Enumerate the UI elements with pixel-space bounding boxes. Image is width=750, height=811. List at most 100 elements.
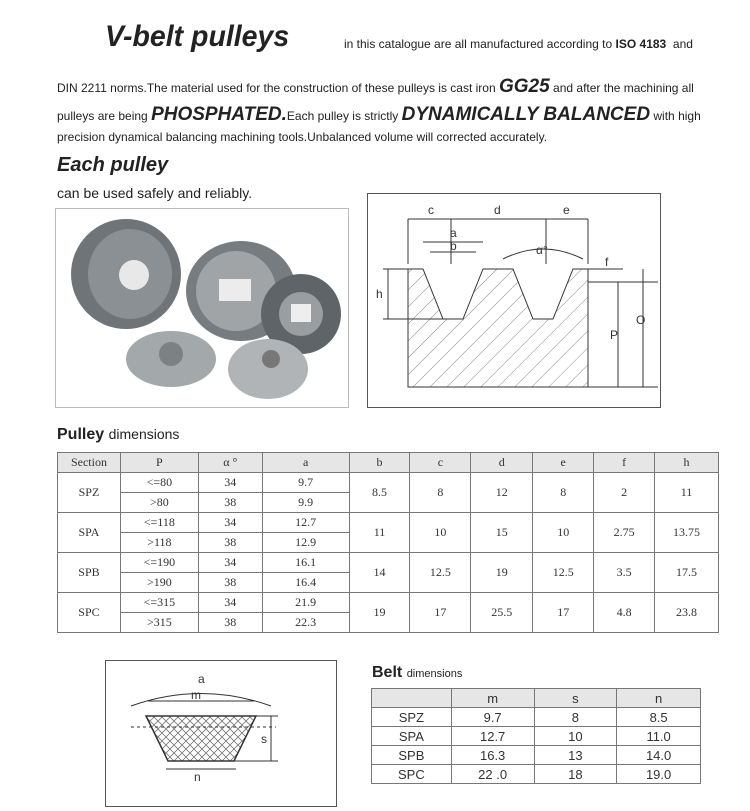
intro-text-segment: with high bbox=[653, 109, 701, 123]
table-cell: 8.5 bbox=[616, 707, 701, 727]
table-cell: 17 bbox=[409, 592, 472, 633]
belt-diagram: a m s n bbox=[105, 660, 337, 807]
intro-line2: DIN 2211 norms.The material used for the… bbox=[57, 76, 694, 98]
table-cell: 19.0 bbox=[616, 764, 701, 784]
intro-line1: in this catalogue are all manufactured a… bbox=[344, 37, 693, 51]
table-cell: <=190 bbox=[119, 552, 199, 573]
intro-text-segment: DIN 2211 norms.The material used for the… bbox=[57, 81, 496, 95]
table-cell: 4.8 bbox=[593, 592, 656, 633]
table-cell: <=315 bbox=[119, 592, 199, 613]
pulley-table-title-bold: Pulley bbox=[57, 426, 105, 443]
each-pulley-subtitle: can be used safely and reliably. bbox=[57, 185, 253, 201]
pulleys-image bbox=[71, 219, 341, 399]
label-f: f bbox=[605, 255, 609, 269]
belt-dimensions-table: m s n SPZ 9.7 8 8.5 SPA 12.7 10 11.0 SPB 16.3 13 14.0 S… bbox=[371, 688, 701, 784]
table-cell: 34 bbox=[197, 472, 263, 493]
label-b: b bbox=[450, 239, 457, 253]
table-cell: 19 bbox=[348, 592, 411, 633]
label-n: n bbox=[194, 770, 201, 784]
table-cell: >118 bbox=[119, 532, 199, 553]
table-cell: <=118 bbox=[119, 512, 199, 533]
table-cell: 38 bbox=[197, 572, 263, 593]
table-cell: >315 bbox=[119, 612, 199, 633]
label-m: m bbox=[191, 688, 201, 702]
table-cell: 8.5 bbox=[348, 472, 411, 513]
table-cell: 17 bbox=[532, 592, 595, 633]
table-cell: 3.5 bbox=[593, 552, 656, 593]
table-row: >315 38 22.3 bbox=[58, 612, 719, 633]
table-cell: 38 bbox=[197, 492, 263, 513]
table-cell: 15 bbox=[470, 512, 534, 553]
table-cell: 16.4 bbox=[261, 572, 350, 593]
table-cell: 8 bbox=[533, 707, 618, 727]
table-cell: 2 bbox=[593, 472, 656, 513]
table-cell bbox=[371, 688, 452, 708]
table-cell: 10 bbox=[533, 726, 618, 746]
table-cell: SPC bbox=[57, 592, 121, 633]
table-cell: 25.5 bbox=[470, 592, 534, 633]
table-cell: 22 .0 bbox=[450, 764, 535, 784]
table-cell: SPB bbox=[371, 745, 452, 765]
table-cell: 21.9 bbox=[261, 592, 350, 613]
table-cell: e bbox=[532, 452, 595, 473]
table-row: SPA <=118 34 12.7 11 10 15 10 2.75 13.75 bbox=[57, 512, 719, 553]
table-cell: s bbox=[533, 688, 618, 708]
label-P: P bbox=[610, 328, 618, 342]
table-row: SPZ 9.7 8 8.5 bbox=[371, 707, 701, 727]
table-cell: SPZ bbox=[57, 472, 121, 513]
table-row: SPC 22 .0 18 19.0 bbox=[371, 764, 701, 784]
table-cell: h bbox=[654, 452, 719, 473]
table-cell: 14 bbox=[348, 552, 411, 593]
pulley-photo bbox=[55, 208, 349, 408]
table-cell: 12.9 bbox=[261, 532, 350, 553]
belt-table-title-bold: Belt bbox=[372, 664, 403, 681]
table-row: SPB <=190 34 16.1 14 12.5 19 12.5 3.5 17.5 bbox=[57, 552, 719, 593]
table-cell: f bbox=[593, 452, 656, 473]
each-pulley-title: Each pulley bbox=[57, 154, 169, 176]
table-row: SPC <=315 34 21.9 19 17 25.5 17 4.8 23.8 bbox=[57, 592, 719, 633]
table-cell: 22.3 bbox=[261, 612, 350, 633]
pulley-table-title-rest: dimensions bbox=[108, 426, 180, 442]
table-cell: n bbox=[616, 688, 701, 708]
table-cell: 34 bbox=[197, 552, 263, 573]
table-cell: 2.75 bbox=[593, 512, 656, 553]
label-O: O bbox=[636, 313, 645, 327]
table-cell: b bbox=[348, 452, 411, 473]
label-d: d bbox=[494, 203, 501, 217]
table-cell: 8 bbox=[532, 472, 595, 513]
table-cell: 9.9 bbox=[261, 492, 350, 513]
table-cell: 9.7 bbox=[261, 472, 350, 493]
table-cell: 11 bbox=[654, 472, 719, 513]
table-cell: 34 bbox=[197, 592, 263, 613]
table-cell: m bbox=[450, 688, 535, 708]
table-cell: >80 bbox=[119, 492, 199, 513]
table-row: SPA 12.7 10 11.0 bbox=[371, 726, 701, 746]
table-cell: 38 bbox=[197, 612, 263, 633]
label-a: a bbox=[450, 226, 457, 240]
table-cell: 9.7 bbox=[450, 707, 535, 727]
belt-table-title: Belt dimensions bbox=[372, 664, 462, 682]
table-cell: 8 bbox=[409, 472, 472, 513]
label-c: c bbox=[428, 203, 434, 217]
intro-text-segment: in this catalogue are all manufactured a… bbox=[344, 37, 613, 51]
material-grade: GG25 bbox=[499, 76, 550, 97]
intro-line4: precision dynamical balancing machining … bbox=[57, 130, 548, 144]
table-cell: 18 bbox=[533, 764, 618, 784]
label-h: h bbox=[376, 287, 383, 301]
table-cell: SPB bbox=[57, 552, 121, 593]
balanced-emphasis: DYNAMICALLY BALANCED bbox=[401, 104, 651, 125]
table-cell: 10 bbox=[409, 512, 472, 553]
table-cell: >190 bbox=[119, 572, 199, 593]
table-row: >190 38 16.4 bbox=[58, 572, 719, 593]
intro-text-segment: and after the machining all bbox=[553, 81, 694, 95]
page-title: V-belt pulleys bbox=[105, 20, 290, 53]
label-s: s bbox=[261, 732, 267, 746]
table-cell: 19 bbox=[470, 552, 534, 593]
phosphated-emphasis: PHOSPHATED. bbox=[151, 104, 287, 125]
table-cell: 13 bbox=[533, 745, 618, 765]
iso-standard: ISO 4183 bbox=[615, 37, 667, 51]
table-cell: 13.75 bbox=[654, 512, 719, 553]
